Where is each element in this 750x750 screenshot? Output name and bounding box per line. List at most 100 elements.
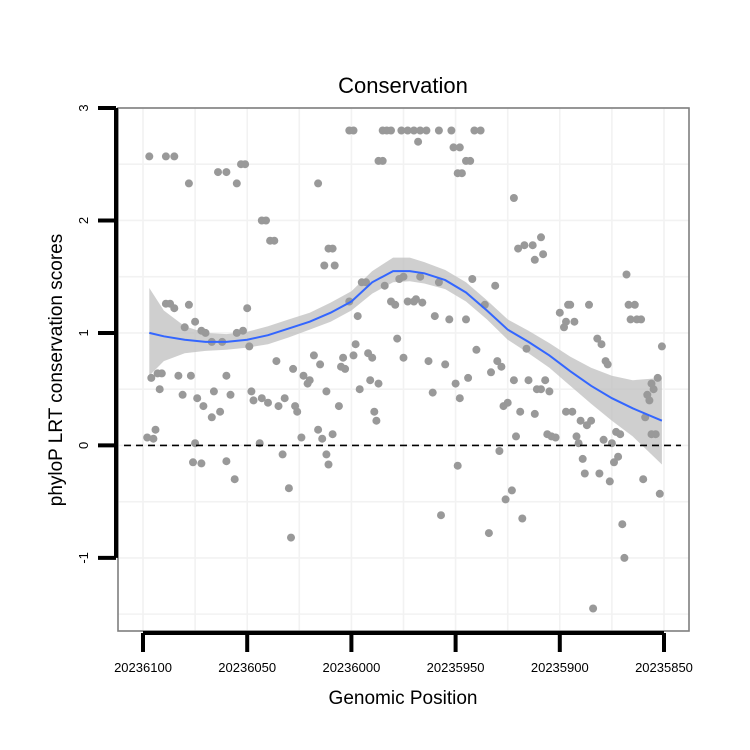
data-point: [434, 278, 443, 287]
data-point: [324, 460, 333, 469]
data-point: [430, 312, 439, 321]
data-point: [155, 385, 164, 394]
data-point: [655, 489, 664, 498]
data-point: [334, 402, 343, 411]
data-point: [380, 281, 389, 290]
data-point: [543, 430, 552, 439]
data-point: [330, 261, 339, 270]
chart-title: Conservation: [338, 73, 468, 98]
y-tick-label: -1: [76, 552, 91, 564]
data-point: [630, 300, 639, 309]
data-point: [320, 261, 329, 270]
data-point: [397, 126, 406, 135]
data-point: [232, 328, 241, 337]
data-point: [278, 450, 287, 459]
data-point: [524, 376, 533, 385]
data-point: [157, 369, 166, 378]
data-point: [587, 416, 596, 425]
data-point: [247, 387, 256, 396]
data-point: [143, 433, 152, 442]
data-point: [520, 241, 529, 250]
data-point: [589, 604, 598, 613]
data-point: [322, 387, 331, 396]
data-point: [184, 300, 193, 309]
data-point: [428, 388, 437, 397]
data-point: [391, 300, 400, 309]
data-point: [518, 514, 527, 523]
data-point: [284, 484, 293, 493]
data-point: [180, 323, 189, 332]
data-point: [328, 430, 337, 439]
data-point: [645, 396, 654, 405]
data-point: [314, 425, 323, 434]
data-point: [647, 430, 656, 439]
data-point: [201, 328, 210, 337]
data-point: [491, 281, 500, 290]
data-point: [455, 394, 464, 403]
data-point: [466, 156, 475, 165]
data-point: [362, 278, 370, 287]
data-point: [257, 394, 266, 403]
data-point: [657, 342, 666, 351]
data-point: [585, 300, 593, 309]
y-axis: 3 2 1 0 -1: [76, 104, 118, 564]
data-point: [437, 511, 445, 520]
data-point: [309, 351, 318, 360]
data-point: [387, 126, 395, 135]
y-tick-label: 3: [76, 104, 91, 111]
data-point: [191, 317, 200, 326]
data-point: [170, 152, 179, 161]
data-point: [245, 342, 254, 351]
data-point: [445, 315, 454, 324]
data-point: [214, 168, 222, 177]
data-point: [422, 126, 431, 135]
data-point: [603, 360, 612, 369]
data-point: [199, 402, 208, 411]
data-point: [232, 179, 241, 188]
data-point: [639, 475, 648, 484]
data-point: [568, 407, 577, 416]
data-point: [349, 126, 358, 135]
data-point: [403, 297, 412, 306]
data-point: [566, 300, 575, 309]
smooth-line-layer: [149, 270, 663, 422]
data-point: [299, 371, 308, 380]
data-point: [495, 447, 504, 455]
data-point: [178, 390, 187, 399]
data-point: [222, 371, 231, 380]
data-point: [545, 387, 554, 396]
data-point: [616, 430, 625, 439]
data-point: [497, 362, 506, 371]
data-point: [451, 379, 460, 388]
data-point: [305, 376, 314, 385]
data-point: [184, 179, 193, 188]
data-point: [537, 385, 545, 394]
data-point: [530, 255, 539, 264]
data-point: [484, 529, 493, 538]
data-point: [464, 373, 473, 382]
data-point: [355, 385, 364, 394]
data-point: [537, 233, 545, 242]
x-tick-label: 20235950: [427, 660, 485, 675]
data-point: [374, 379, 383, 388]
data-point: [297, 433, 306, 442]
data-point: [570, 317, 579, 326]
data-point: [416, 272, 425, 281]
data-point: [322, 450, 331, 459]
data-point: [528, 241, 537, 250]
data-point: [239, 326, 247, 335]
data-point: [541, 376, 550, 385]
data-point: [149, 434, 158, 443]
smooth-line: [149, 270, 663, 422]
data-point: [593, 334, 602, 343]
data-point: [416, 126, 425, 135]
data-point: [457, 169, 466, 178]
data-point: [516, 407, 525, 416]
data-point: [341, 364, 350, 373]
data-point: [249, 396, 258, 405]
data-point: [509, 376, 518, 385]
data-point: [145, 152, 154, 161]
data-point: [262, 216, 270, 225]
y-tick-label: 2: [76, 217, 91, 224]
data-point: [551, 433, 560, 442]
